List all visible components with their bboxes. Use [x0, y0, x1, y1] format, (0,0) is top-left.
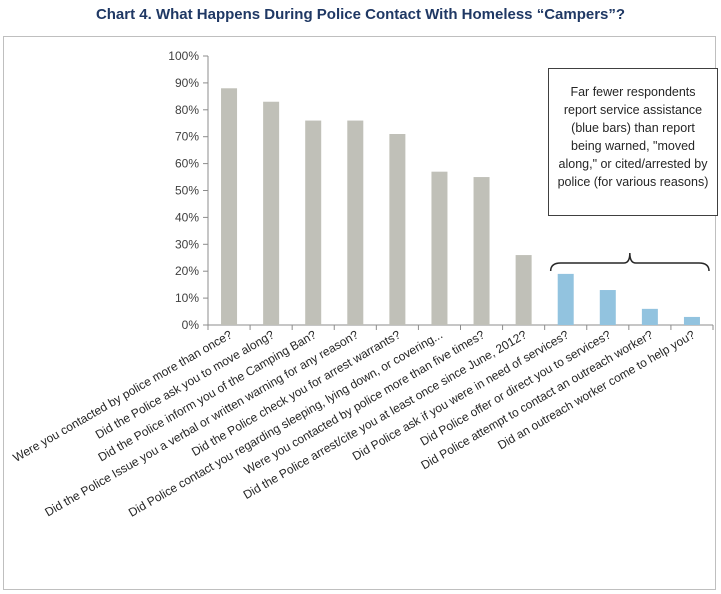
- brace: [549, 252, 710, 272]
- bar: [305, 120, 322, 325]
- bar: [263, 101, 280, 325]
- bar: [683, 316, 700, 325]
- y-tick-label: 50%: [175, 184, 199, 198]
- bar: [641, 308, 658, 325]
- y-tick-label: 60%: [175, 157, 199, 171]
- y-tick-label: 70%: [175, 130, 199, 144]
- bar: [557, 273, 574, 325]
- y-tick-label: 40%: [175, 210, 199, 224]
- y-tick-label: 90%: [175, 76, 199, 90]
- chart-frame: [3, 36, 716, 590]
- y-tick-label: 100%: [168, 49, 199, 63]
- bar: [221, 88, 238, 325]
- bar: [515, 255, 532, 325]
- bar: [473, 177, 490, 325]
- y-tick-label: 10%: [175, 291, 199, 305]
- bar: [389, 134, 406, 325]
- y-tick-label: 0%: [182, 318, 200, 332]
- y-tick-label: 30%: [175, 237, 199, 251]
- bar: [347, 120, 364, 325]
- bar: [599, 290, 616, 325]
- y-tick-label: 80%: [175, 103, 199, 117]
- chart-title: Chart 4. What Happens During Police Cont…: [95, 6, 626, 23]
- annotation-box: Far fewer respondents report service ass…: [548, 68, 718, 216]
- y-tick-label: 20%: [175, 264, 199, 278]
- bar: [431, 171, 448, 325]
